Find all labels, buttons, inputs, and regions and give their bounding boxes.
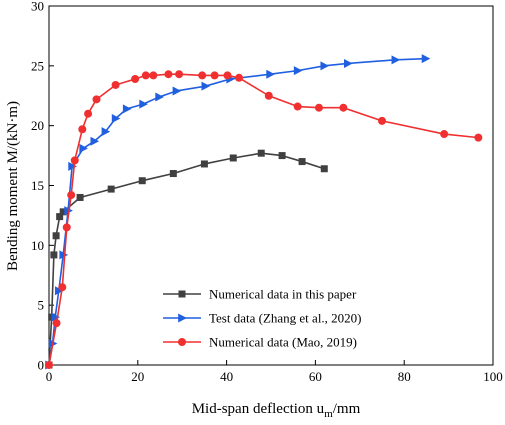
legend-marker: [178, 290, 186, 298]
x-axis-title-main: Mid-span deflection u: [192, 401, 325, 417]
data-point: [201, 81, 211, 91]
y-tick-label: 20: [31, 118, 44, 133]
data-point: [320, 61, 330, 71]
data-point: [84, 109, 93, 118]
data-point: [278, 152, 286, 160]
data-point: [149, 71, 158, 80]
data-point: [198, 71, 207, 80]
data-point: [122, 104, 132, 114]
data-point: [101, 127, 111, 137]
data-point: [141, 71, 150, 80]
data-point: [52, 319, 61, 328]
data-point: [111, 113, 121, 123]
data-point: [58, 283, 67, 292]
x-tick-label: 20: [131, 369, 144, 384]
y-tick-label: 25: [31, 58, 44, 73]
data-point: [56, 213, 64, 221]
data-point: [257, 149, 265, 157]
data-point: [210, 71, 219, 80]
data-point: [70, 156, 79, 165]
data-point: [59, 250, 69, 260]
axes: 0 20 40 60 80 100 0 5 10 15 20 25 30: [31, 0, 503, 384]
x-tick-label: 60: [309, 369, 322, 384]
data-point: [155, 92, 164, 102]
data-point: [50, 251, 58, 259]
data-point: [293, 66, 303, 76]
x-axis-title: Mid-span deflection um/mm: [192, 401, 361, 420]
data-point: [378, 116, 386, 125]
data-point: [320, 165, 328, 173]
data-point: [223, 71, 232, 80]
data-point: [169, 170, 177, 178]
y-axis-title: Bending moment M/(kN·m): [5, 101, 21, 271]
legend-marker: [178, 313, 187, 323]
data-point: [172, 86, 182, 96]
series-layer: [45, 54, 483, 370]
data-point: [235, 73, 244, 82]
data-point: [51, 312, 61, 322]
legend-marker: [178, 338, 186, 346]
data-point: [67, 191, 76, 200]
data-point: [92, 95, 101, 104]
data-point: [314, 103, 323, 112]
data-point: [68, 161, 77, 171]
data-point: [90, 136, 100, 146]
series-line: [48, 152, 325, 366]
data-point: [229, 154, 237, 162]
x-axis-title-tail: /mm: [333, 401, 361, 417]
x-tick-label: 40: [220, 369, 233, 384]
data-point: [344, 58, 353, 68]
data-point: [59, 208, 67, 216]
data-point: [200, 160, 208, 168]
data-point: [298, 158, 306, 166]
data-point: [107, 185, 115, 193]
data-point: [138, 177, 146, 185]
legend: Numerical data in this paper Test data (Z…: [163, 287, 362, 350]
legend-label: Test data (Zhang et al., 2020): [209, 311, 362, 326]
data-point: [79, 143, 88, 153]
y-tick-label: 5: [38, 298, 45, 313]
series-3: [45, 70, 483, 369]
legend-label: Numerical data (Mao, 2019): [209, 335, 357, 350]
data-point: [131, 74, 140, 83]
data-point: [391, 55, 401, 65]
data-point: [45, 361, 53, 369]
x-axis-title-sub: m: [324, 408, 333, 420]
data-point: [62, 223, 71, 232]
data-point: [52, 232, 60, 240]
series-2: [45, 54, 431, 370]
y-tick-label: 0: [38, 358, 45, 373]
y-tick-label: 30: [31, 0, 44, 14]
y-tick-label: 10: [31, 238, 44, 253]
data-point: [421, 54, 431, 64]
data-point: [175, 70, 184, 79]
legend-item: Test data (Zhang et al., 2020): [163, 311, 362, 326]
data-point: [111, 80, 120, 89]
legend-label: Numerical data in this paper: [209, 287, 357, 302]
legend-item: Numerical data in this paper: [163, 287, 357, 302]
data-point: [440, 130, 449, 139]
data-point: [266, 69, 275, 79]
data-point: [139, 99, 148, 109]
data-point: [264, 91, 273, 100]
legend-item: Numerical data (Mao, 2019): [163, 335, 357, 350]
data-point: [474, 133, 483, 142]
x-tick-label: 80: [398, 369, 411, 384]
data-point: [78, 125, 87, 134]
data-point: [164, 70, 173, 79]
data-point: [293, 102, 302, 111]
data-point: [76, 193, 84, 201]
data-point: [339, 103, 348, 112]
x-tick-label: 0: [46, 369, 53, 384]
x-tick-label: 100: [483, 369, 503, 384]
data-point: [54, 286, 64, 296]
y-tick-label: 15: [31, 178, 44, 193]
